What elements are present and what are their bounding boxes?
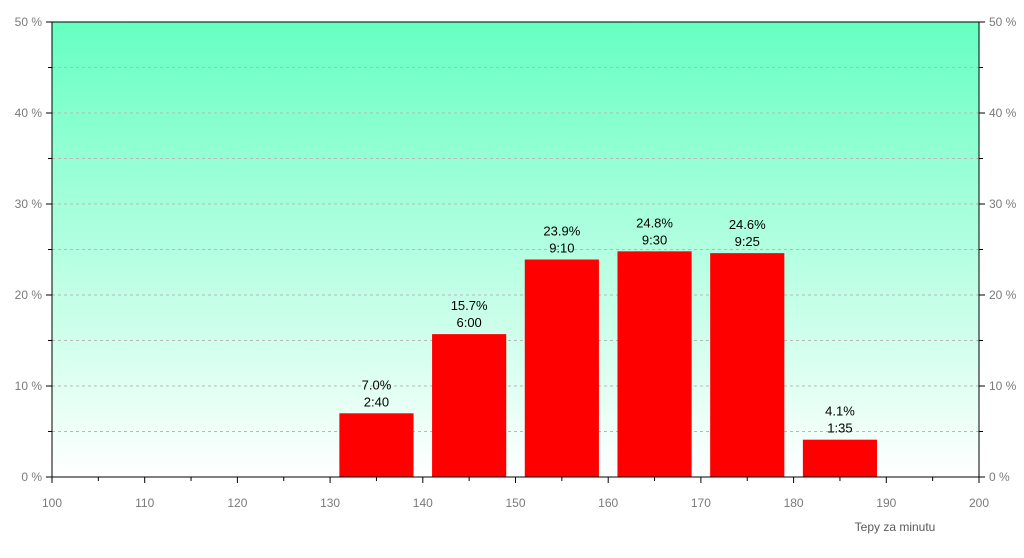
y-right-tick-label: 40 % xyxy=(989,106,1017,120)
bar-percent-label: 15.7% xyxy=(451,298,488,313)
bar xyxy=(432,334,507,477)
y-left-tick-label: 10 % xyxy=(15,379,43,393)
x-tick-label: 130 xyxy=(320,496,340,510)
bar-time-label: 6:00 xyxy=(456,315,481,330)
bar-percent-label: 24.8% xyxy=(636,215,673,230)
y-right-tick-label: 30 % xyxy=(989,197,1017,211)
y-left-tick-label: 0 % xyxy=(21,470,42,484)
x-tick-label: 190 xyxy=(876,496,896,510)
y-right-tick-label: 50 % xyxy=(989,15,1017,29)
x-tick-label: 150 xyxy=(505,496,525,510)
bar xyxy=(617,251,692,477)
bar-percent-label: 24.6% xyxy=(729,217,766,232)
bars xyxy=(339,251,878,477)
x-tick-label: 160 xyxy=(598,496,618,510)
y-right-tick-label: 0 % xyxy=(989,470,1010,484)
x-tick-label: 200 xyxy=(969,496,989,510)
y-right-tick-label: 10 % xyxy=(989,379,1017,393)
x-tick-label: 140 xyxy=(413,496,433,510)
x-tick-label: 100 xyxy=(42,496,62,510)
data-labels: 7.0% 2:40 15.7% 6:00 23.9% 9:10 24.8% 9:30 24.6%… xyxy=(362,215,856,435)
bar-percent-label: 7.0% xyxy=(362,377,392,392)
x-axis-title: Tepy za minutu xyxy=(855,520,936,534)
y-left-tick-label: 30 % xyxy=(15,197,43,211)
bar-time-label: 9:10 xyxy=(549,241,574,256)
bar xyxy=(524,259,599,477)
y-right-tick-label: 20 % xyxy=(989,288,1017,302)
x-tick-label: 180 xyxy=(784,496,804,510)
bar-time-label: 9:25 xyxy=(735,234,760,249)
y-left-tick-label: 40 % xyxy=(15,106,43,120)
bar xyxy=(710,253,785,477)
bar-time-label: 9:30 xyxy=(642,232,667,247)
bar-time-label: 2:40 xyxy=(364,394,389,409)
y-left-tick-label: 20 % xyxy=(15,288,43,302)
x-tick-label: 110 xyxy=(135,496,154,510)
bar-percent-label: 23.9% xyxy=(543,224,580,239)
bar xyxy=(802,439,878,477)
x-tick-label: 120 xyxy=(227,496,247,510)
bar-time-label: 1:35 xyxy=(827,421,852,436)
bar xyxy=(339,413,414,477)
y-left-tick-label: 50 % xyxy=(15,15,43,29)
x-tick-label: 170 xyxy=(691,496,711,510)
bar-percent-label: 4.1% xyxy=(825,404,855,419)
grid-lines xyxy=(52,67,979,432)
